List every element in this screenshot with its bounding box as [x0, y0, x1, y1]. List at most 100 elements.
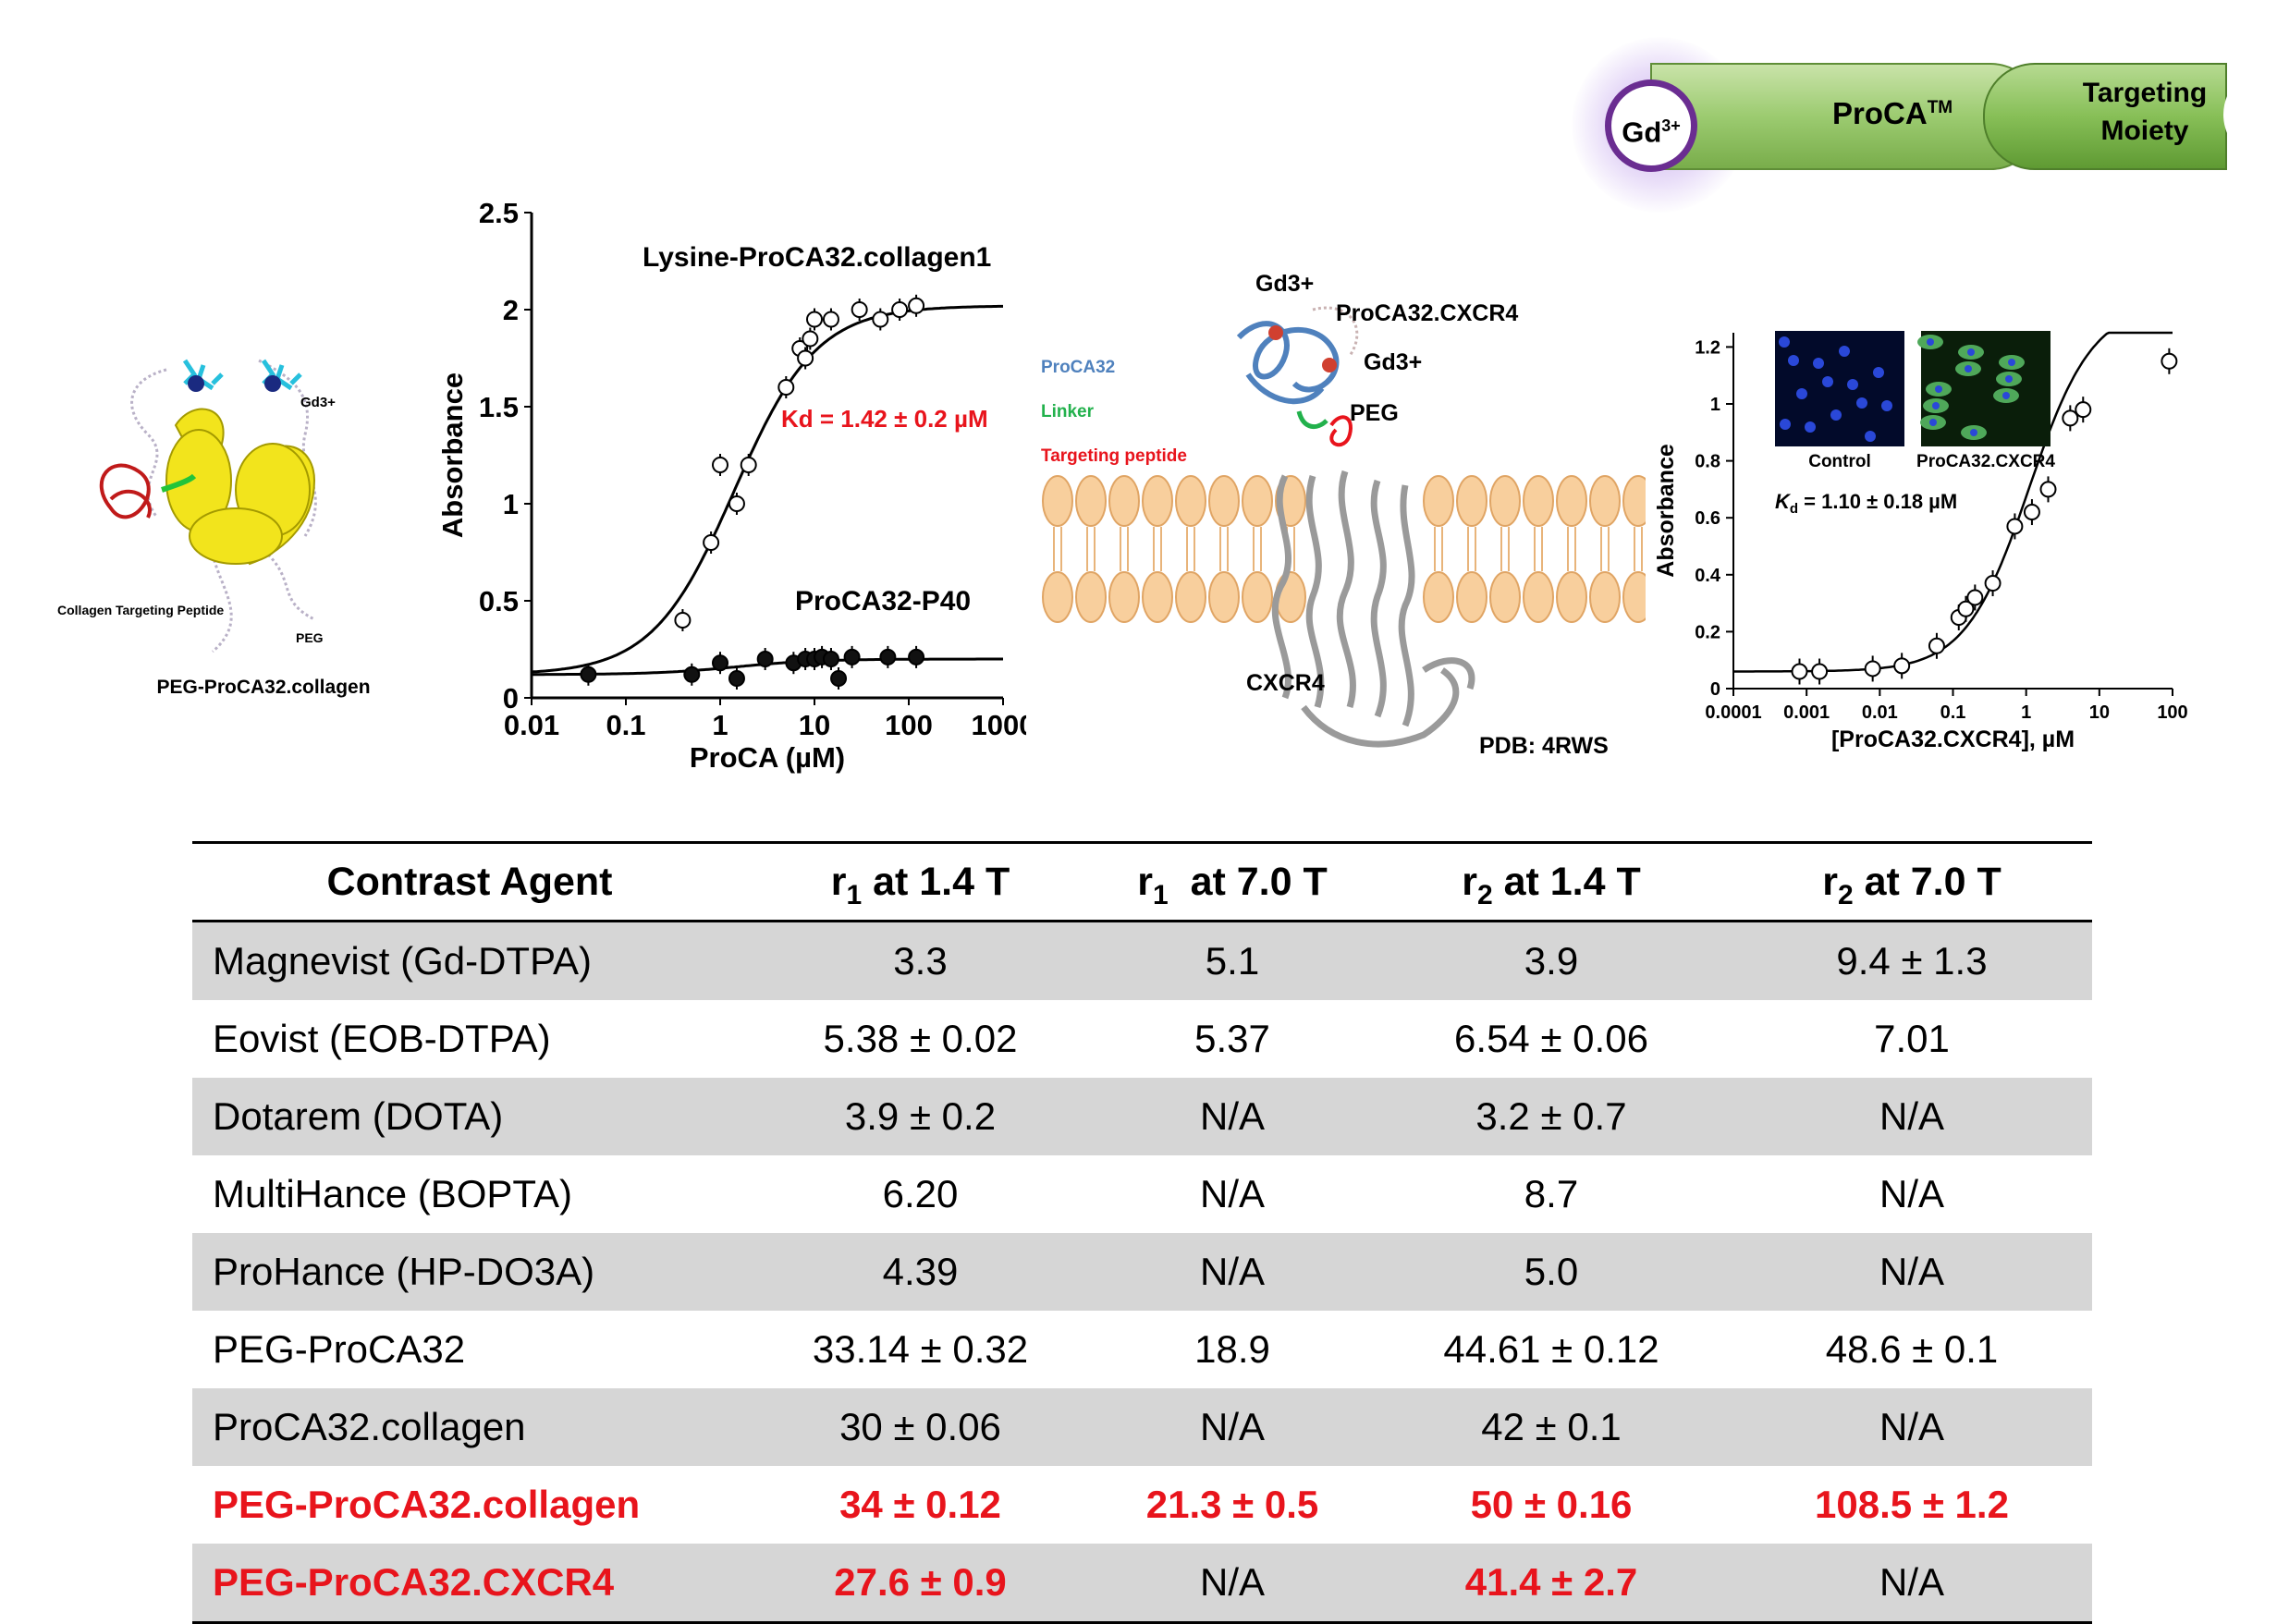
relaxivity-cell: N/A — [1199, 1094, 1265, 1138]
x-tick-label: 0.0001 — [1705, 702, 1761, 723]
relaxivity-cell: 18.9 — [1194, 1327, 1270, 1371]
data-point — [740, 457, 757, 473]
lipid-head — [1456, 475, 1487, 527]
y-axis-label: Absorbance — [1653, 444, 1679, 578]
y-tick-label: 1 — [503, 488, 519, 520]
x-axis-label: [ProCA32.CXCR4], µM — [1831, 727, 2075, 752]
table-body: Magnevist (Gd-DTPA) 3.3 5.1 3.9 9.4 ± 1.3 Eov… — [192, 921, 2092, 1623]
nucleus-dot — [1967, 348, 1975, 356]
relaxivity-cell: 3.3 — [893, 939, 948, 983]
lipid-head — [1423, 571, 1454, 623]
data-point — [756, 651, 774, 667]
relaxivity-cell: 3.9 ± 0.2 — [844, 1094, 997, 1138]
relaxivity-cell: N/A — [1199, 1405, 1265, 1448]
lipid-head — [1242, 475, 1273, 527]
data-point — [1966, 589, 1984, 606]
agent-name-cell: PEG-ProCA32.collagen — [213, 1483, 641, 1526]
data-point — [683, 665, 701, 683]
relaxivity-cell: 50 ± 0.16 — [1470, 1483, 1633, 1526]
gd-label-right: Gd3+ — [1364, 349, 1422, 375]
data-point — [2039, 481, 2057, 498]
nucleus-dot — [1780, 419, 1791, 430]
lipid-head — [1175, 571, 1206, 623]
receptor-label: CXCR4 — [1246, 670, 1325, 696]
data-point — [580, 665, 597, 683]
nucleus-dot — [1813, 358, 1824, 369]
relaxivity-cell: 27.6 ± 0.9 — [834, 1560, 1007, 1604]
peg-label: PEG — [296, 630, 324, 645]
nucleus-dot — [1822, 376, 1833, 387]
data-point — [879, 648, 897, 665]
lipid-head — [1208, 571, 1240, 623]
x-tick-label: 100 — [2157, 702, 2187, 723]
nucleus-dot — [1927, 338, 1934, 346]
table-row: ProHance (HP-DO3A) 4.39 N/A 5.0 N/A — [192, 1233, 2092, 1311]
agent-name-cell: PEG-ProCA32 — [213, 1327, 466, 1371]
relaxivity-table-grid: Contrast Agent r1 at 1.4 T r1 at 7.0 T r2 a… — [192, 841, 2092, 1624]
data-point — [674, 612, 692, 629]
relaxivity-cell: 6.54 ± 0.06 — [1454, 1017, 1648, 1060]
lipid-head — [1423, 475, 1454, 527]
relaxivity-cell: 5.37 — [1194, 1017, 1270, 1060]
x-tick-label: 10 — [2089, 702, 2110, 723]
y-tick-label: 0.5 — [479, 585, 519, 617]
lipid-head — [1108, 475, 1140, 527]
kd-annotation: Kd = 1.42 ± 0.2 µM — [781, 405, 988, 433]
helix-bundle — [165, 408, 316, 566]
data-point — [851, 301, 868, 318]
collagen-targeting-label: Collagen Targeting Peptide — [57, 603, 224, 617]
data-point — [1893, 657, 1911, 675]
y-tick-label: 0.6 — [1695, 508, 1720, 529]
lipid-head — [1042, 571, 1073, 623]
y-tick-label: 1.5 — [479, 391, 519, 423]
relaxivity-cell: 3.2 ± 0.7 — [1475, 1094, 1627, 1138]
data-point — [728, 670, 745, 687]
table-row: Magnevist (Gd-DTPA) 3.3 5.1 3.9 9.4 ± 1.3 — [192, 921, 2092, 1000]
relaxivity-table: Contrast Agent r1 at 1.4 T r1 at 7.0 T r2 a… — [192, 841, 2092, 1624]
agent-name-cell: PEG-ProCA32.CXCR4 — [213, 1560, 615, 1604]
column-header: r1 at 7.0 T — [1137, 859, 1328, 910]
relaxivity-cell: 34 ± 0.12 — [839, 1483, 1001, 1526]
relaxivity-cell: N/A — [1199, 1250, 1265, 1293]
relaxivity-cell: 5.0 — [1524, 1250, 1579, 1293]
relaxivity-cell: 21.3 ± 0.5 — [1145, 1483, 1319, 1526]
relaxivity-cell: N/A — [1199, 1560, 1265, 1604]
kd-annotation: Kd = 1.10 ± 0.18 µM — [1775, 490, 1957, 517]
lipid-head — [1042, 475, 1073, 527]
x-tick-label: 0.1 — [1940, 702, 1966, 723]
data-point — [2075, 401, 2092, 419]
targeting-peptide-segment — [1329, 415, 1353, 447]
y-axis-label: Absorbance — [436, 372, 469, 538]
y-tick-label: 0.4 — [1695, 566, 1721, 586]
agent-name-cell: ProHance (HP-DO3A) — [213, 1250, 595, 1293]
targeting-moiety-label: Targeting Moiety — [2082, 78, 2208, 146]
relaxivity-cell: 5.1 — [1205, 939, 1260, 983]
relaxivity-cell: 4.39 — [882, 1250, 959, 1293]
data-point — [2161, 352, 2178, 370]
table-row: Dotarem (DOTA) 3.9 ± 0.2 N/A 3.2 ± 0.7 N/A — [192, 1078, 2092, 1155]
data-point — [797, 349, 814, 367]
agent-name-cell: ProCA32.collagen — [213, 1405, 526, 1448]
nucleus-dot — [1865, 431, 1876, 442]
lipid-head — [1142, 475, 1173, 527]
x-tick-label: 100 — [885, 709, 933, 741]
y-tick-label: 0 — [503, 682, 519, 714]
nucleus-dot — [2002, 392, 2010, 399]
relaxivity-cell: 6.20 — [882, 1172, 959, 1215]
lipid-head — [1208, 475, 1240, 527]
lipid-head — [1589, 475, 1621, 527]
nucleus-dot — [1856, 397, 1867, 409]
lipid-head — [1489, 571, 1521, 623]
collagen-peptide-loop — [99, 463, 152, 519]
data-point — [1928, 637, 1945, 654]
table-row: Eovist (EOB-DTPA) 5.38 ± 0.02 5.37 6.54 ± 0… — [192, 1000, 2092, 1078]
data-point — [1791, 663, 1808, 680]
gd-site-2 — [1322, 358, 1337, 372]
y-tick-label: 0.2 — [1695, 622, 1720, 642]
lipid-head — [1589, 571, 1621, 623]
agent-name-cell: Magnevist (Gd-DTPA) — [213, 939, 592, 983]
data-point — [1811, 663, 1829, 680]
data-point — [703, 534, 720, 551]
y-tick-label: 2.5 — [479, 197, 519, 229]
